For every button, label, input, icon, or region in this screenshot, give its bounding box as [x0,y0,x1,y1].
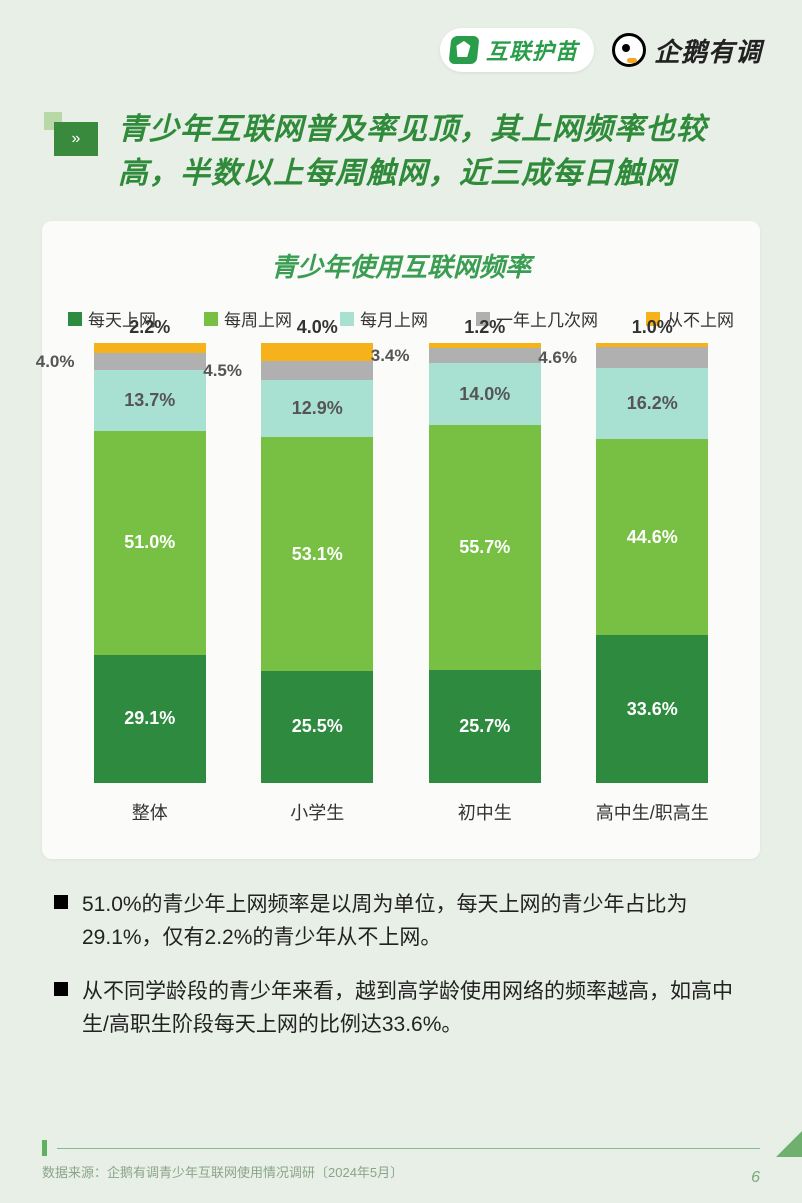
category-label: 高中生/职高生 [596,799,709,825]
shield-leaf-icon [448,36,479,64]
footer-rule [42,1140,760,1156]
segment-value: 12.9% [292,398,343,419]
bar-segment: 13.7% [94,370,206,430]
bar-segment [596,343,708,347]
bar-column: 25.5%53.1%12.9%4.5%4.0%小学生 [242,343,392,825]
segment-value: 29.1% [124,708,175,729]
bar-segment: 12.9% [261,380,373,437]
header-logos: 互联护苗 企鹅有调 [0,0,802,72]
bullet-item: 从不同学龄段的青少年来看，越到高学龄使用网络的频率越高，如高中生/高职生阶段每天… [54,976,748,1041]
bar-segment: 4.6% [596,347,708,367]
bar-stack: 25.7%55.7%14.0%3.4%1.2% [429,343,541,783]
bullets: 51.0%的青少年上网频率是以周为单位，每天上网的青少年占比为29.1%，仅有2… [0,859,802,1041]
segment-value-outside: 1.2% [464,317,505,338]
legend-label: 每月上网 [360,306,428,331]
legend-item: 每月上网 [340,306,428,331]
segment-value: 14.0% [459,384,510,405]
bar-segment: 29.1% [94,655,206,783]
segment-value: 13.7% [124,390,175,411]
legend-swatch [68,312,82,326]
bar-segment: 25.5% [261,671,373,783]
bar-segment: 44.6% [596,439,708,635]
segment-value: 25.5% [292,716,343,737]
bar-segment: 55.7% [429,425,541,670]
footer: 数据来源：企鹅有调青少年互联网使用情况调研〔2024年5月〕 [0,1140,802,1181]
segment-value: 3.4% [371,346,410,366]
bar-segment: 33.6% [596,635,708,783]
bar-segment [261,343,373,361]
logo-hulian: 互联护苗 [440,28,594,72]
segment-value: 16.2% [627,393,678,414]
segment-value: 4.5% [203,361,242,381]
segment-value: 25.7% [459,716,510,737]
segment-value: 4.6% [538,348,577,368]
bullet-text: 从不同学龄段的青少年来看，越到高学龄使用网络的频率越高，如高中生/高职生阶段每天… [82,976,748,1041]
page-title: 青少年互联网普及率见顶，其上网频率也较高，半数以上每周触网，近三成每日触网 [118,108,752,195]
bar-stack: 25.5%53.1%12.9%4.5%4.0% [261,343,373,783]
page-number: 6 [751,1169,760,1187]
bar-column: 25.7%55.7%14.0%3.4%1.2%初中生 [410,343,560,825]
corner-decoration [776,1131,802,1157]
legend-swatch [204,312,218,326]
logo-penguin: 企鹅有调 [612,32,762,69]
legend-item: 每周上网 [204,306,292,331]
bar-segment: 14.0% [429,363,541,425]
bar-column: 29.1%51.0%13.7%4.0%2.2%整体 [75,343,225,825]
page: 互联护苗 企鹅有调 » 青少年互联网普及率见顶，其上网频率也较高，半数以上每周触… [0,0,802,1203]
segment-value: 4.0% [36,352,75,372]
segment-value: 55.7% [459,537,510,558]
segment-value-outside: 4.0% [297,317,338,338]
segment-value: 51.0% [124,532,175,553]
bar-stack: 29.1%51.0%13.7%4.0%2.2% [94,343,206,783]
bar-column: 33.6%44.6%16.2%4.6%1.0%高中生/职高生 [577,343,727,825]
bar-segment: 51.0% [94,431,206,655]
legend-label: 每周上网 [224,306,292,331]
bar-segment: 4.5% [261,361,373,381]
chevron-right-icon: » [54,122,98,156]
logo-hulian-text: 互联护苗 [486,34,578,66]
bar-segment: 53.1% [261,437,373,671]
bullet-item: 51.0%的青少年上网频率是以周为单位，每天上网的青少年占比为29.1%，仅有2… [54,889,748,954]
legend-label: 一年上几次网 [496,306,598,331]
footer-source: 数据来源：企鹅有调青少年互联网使用情况调研〔2024年5月〕 [42,1162,760,1181]
bar-segment: 3.4% [429,348,541,363]
chart-title: 青少年使用互联网频率 [62,247,740,284]
chart-bars: 29.1%51.0%13.7%4.0%2.2%整体25.5%53.1%12.9%… [62,345,740,825]
category-label: 小学生 [290,799,344,825]
penguin-icon [612,33,646,67]
bar-segment: 4.0% [94,353,206,371]
segment-value: 33.6% [627,699,678,720]
segment-value-outside: 2.2% [129,317,170,338]
bar-segment: 25.7% [429,670,541,783]
legend-label: 从不上网 [666,306,734,331]
segment-value-outside: 1.0% [632,317,673,338]
title-block: » 青少年互联网普及率见顶，其上网频率也较高，半数以上每周触网，近三成每日触网 [0,72,802,221]
bar-stack: 33.6%44.6%16.2%4.6%1.0% [596,343,708,783]
logo-penguin-text: 企鹅有调 [654,32,762,69]
bullet-marker [54,982,68,996]
legend-swatch [340,312,354,326]
bar-segment [429,343,541,348]
chart-card: 青少年使用互联网频率 每天上网每周上网每月上网一年上几次网从不上网 29.1%5… [42,221,760,859]
title-decoration: » [44,112,98,172]
category-label: 整体 [132,799,168,825]
segment-value: 44.6% [627,527,678,548]
category-label: 初中生 [458,799,512,825]
bullet-text: 51.0%的青少年上网频率是以周为单位，每天上网的青少年占比为29.1%，仅有2… [82,889,748,954]
bar-segment: 16.2% [596,368,708,439]
bullet-marker [54,895,68,909]
bar-segment [94,343,206,353]
segment-value: 53.1% [292,544,343,565]
